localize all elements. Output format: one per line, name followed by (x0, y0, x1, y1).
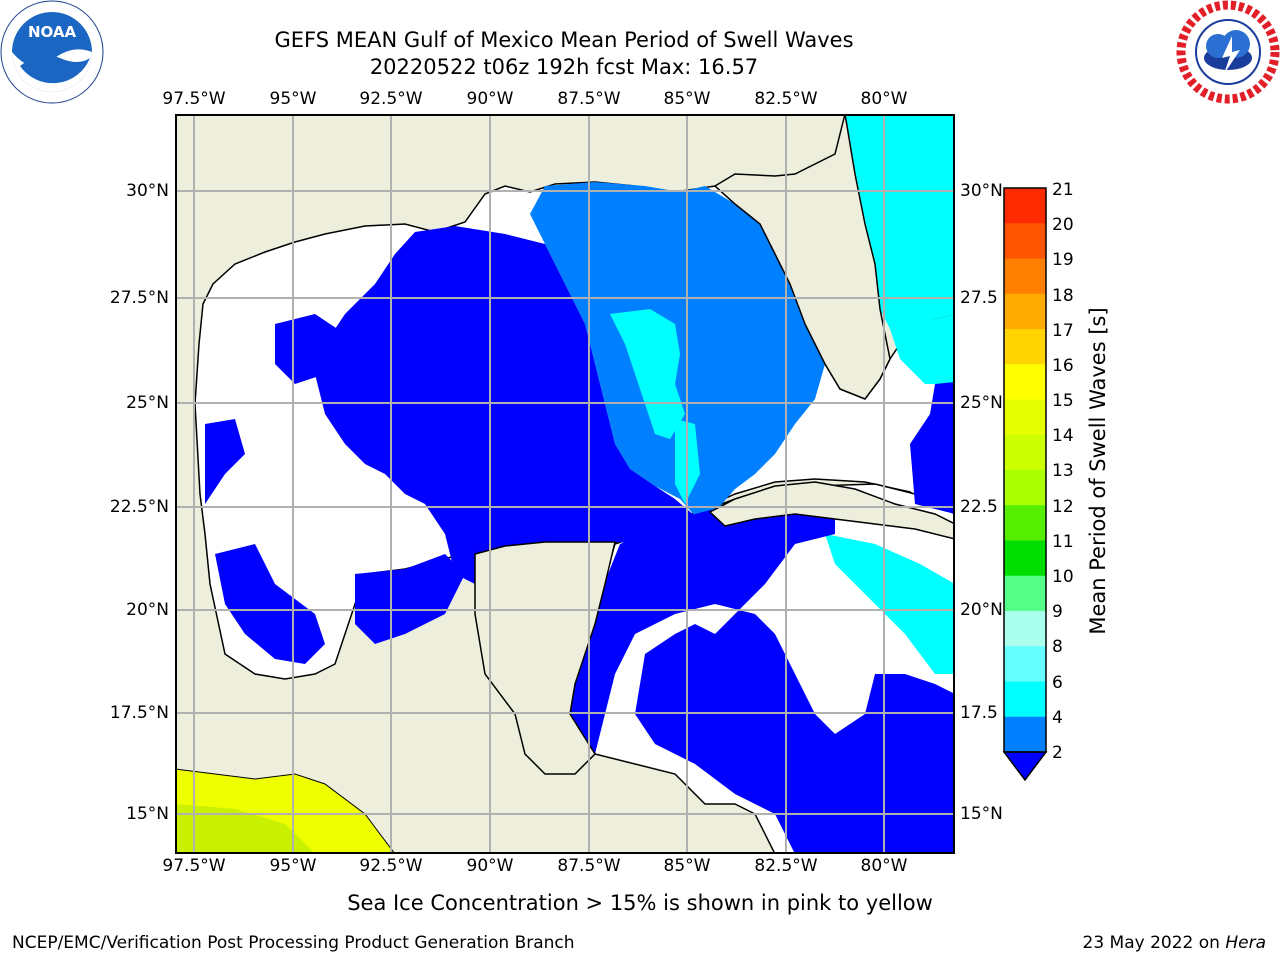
swell-band-low-gulf (315, 226, 695, 584)
colorbar-band (1004, 470, 1046, 506)
gulf-map (175, 114, 955, 854)
lon-tick-top: 92.5°W (359, 89, 423, 109)
colorbar-tick: 21 (1052, 180, 1074, 200)
lon-tick-top: 82.5°W (754, 89, 818, 109)
colorbar-band (1004, 293, 1046, 330)
lat-tick-right: 25°N (960, 393, 1003, 413)
colorbar-band (1004, 223, 1046, 259)
sea-ice-inner (175, 804, 315, 854)
footer-date: 23 May 2022 on Hera (1083, 933, 1267, 953)
lon-tick-bottom: 82.5°W (754, 856, 818, 876)
map-frame (175, 114, 955, 854)
colorbar-band (1004, 364, 1046, 400)
lat-tick-right: 17.5 (960, 703, 998, 723)
swell-patch-high (825, 534, 955, 674)
colorbar-band (1004, 188, 1046, 224)
colorbar (1002, 187, 1048, 782)
colorbar-extend-arrow (1002, 751, 1048, 782)
colorbar-tick: 20 (1052, 215, 1074, 235)
swell-patch-low (215, 544, 325, 664)
colorbar-band (1004, 681, 1046, 718)
colorbar-tick: 13 (1052, 461, 1074, 481)
lat-tick-right: 20°N (960, 600, 1003, 620)
lat-tick-left: 27.5°N (109, 288, 169, 308)
colorbar-band (1004, 434, 1046, 471)
lat-tick-right: 30°N (960, 181, 1003, 201)
colorbar-band (1004, 540, 1046, 577)
colorbar-band (1004, 505, 1046, 541)
yucatan-land (474, 541, 616, 775)
swell-band-low-carib (570, 489, 955, 854)
graticule (175, 114, 955, 854)
swell-patch-low (910, 382, 955, 514)
colorbar-frame (1003, 187, 1047, 753)
swell-patch-high (610, 309, 685, 439)
colorbar-tick: 10 (1052, 567, 1074, 587)
lon-tick-bottom: 95°W (269, 856, 317, 876)
colorbar-tick: 11 (1052, 532, 1074, 552)
lon-tick-top: 80°W (860, 89, 908, 109)
florida-land (713, 114, 891, 400)
lon-tick-bottom: 85°W (663, 856, 711, 876)
swell-patch-low (205, 419, 245, 504)
lat-tick-left: 17.5°N (109, 703, 169, 723)
lat-tick-left: 22.5°N (109, 497, 169, 517)
lon-tick-bottom: 87.5°W (557, 856, 621, 876)
lat-tick-left: 15°N (126, 804, 169, 824)
colorbar-band (1004, 575, 1046, 612)
lon-tick-bottom: 80°W (860, 856, 908, 876)
colorbar-label: Mean Period of Swell Waves [s] (1086, 307, 1110, 635)
colorbar-tick: 19 (1052, 250, 1074, 270)
lat-tick-right: 15°N (960, 804, 1003, 824)
lat-tick-left: 20°N (126, 600, 169, 620)
lon-tick-bottom: 92.5°W (359, 856, 423, 876)
footer-credit: NCEP/EMC/Verification Post Processing Pr… (12, 933, 575, 953)
footer-machine: Hera (1225, 933, 1266, 953)
lon-tick-bottom: 90°W (466, 856, 514, 876)
colorbar-tick: 17 (1052, 321, 1074, 341)
lat-tick-left: 30°N (126, 181, 169, 201)
colorbar-tick: 14 (1052, 426, 1074, 446)
lon-tick-top: 85°W (663, 89, 711, 109)
nws-logo (1176, 0, 1280, 104)
lon-tick-bottom: 97.5°W (162, 856, 226, 876)
lon-tick-top: 90°W (466, 89, 514, 109)
colorbar-tick: 4 (1052, 708, 1063, 728)
colorbar-tick: 15 (1052, 391, 1074, 411)
lon-tick-top: 97.5°W (162, 89, 226, 109)
colorbar-tick: 8 (1052, 637, 1063, 657)
map-title: GEFS MEAN Gulf of Mexico Mean Period of … (274, 28, 854, 52)
lat-tick-left: 25°N (126, 393, 169, 413)
lat-tick-right: 27.5 (960, 288, 998, 308)
colorbar-band (1004, 329, 1046, 365)
colorbar-band (1004, 611, 1046, 647)
footer-date-text: 23 May 2022 on (1082, 933, 1226, 953)
colorbar-tick: 18 (1052, 286, 1074, 306)
swell-patch-low (355, 554, 465, 644)
lon-tick-top: 87.5°W (557, 89, 621, 109)
map-subtitle: 20220522 t06z 192h fcst Max: 16.57 (369, 55, 759, 79)
lon-tick-top: 95°W (269, 89, 317, 109)
colorbar-tick: 9 (1052, 602, 1063, 622)
colorbar-band (1004, 258, 1046, 295)
sea-ice-note: Sea Ice Concentration > 15% is shown in … (347, 891, 933, 915)
noaa-logo: NOAA (0, 0, 104, 104)
colorbar-tick: 12 (1052, 497, 1074, 517)
colorbar-tick: 6 (1052, 673, 1063, 693)
colorbar-band (1004, 716, 1046, 753)
swell-patch-high (890, 314, 955, 384)
colorbar-tick: 16 (1052, 356, 1074, 376)
colorbar-band (1004, 646, 1046, 682)
noaa-logo-text: NOAA (28, 23, 77, 41)
atlantic-water (845, 114, 955, 329)
cuba-land (708, 481, 955, 540)
colorbar-tick: 2 (1052, 743, 1063, 763)
colorbar-band (1004, 399, 1046, 436)
lat-tick-right: 22.5 (960, 497, 998, 517)
